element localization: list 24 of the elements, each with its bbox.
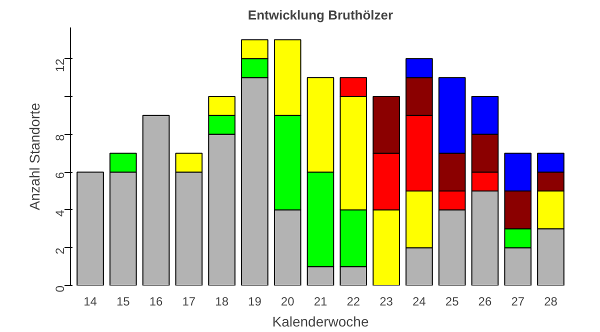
x-tick-label: 17 (182, 294, 196, 308)
y-tick-label: 8 (53, 134, 67, 141)
x-tick-label: 24 (412, 294, 426, 308)
x-tick-label: 23 (380, 294, 394, 308)
y-tick-label: 0 (53, 285, 67, 292)
chart-title: Entwicklung Bruthölzer (248, 8, 394, 22)
y-axis-title: Anzahl Standorte (26, 102, 42, 210)
y-tick-label: 6 (53, 172, 67, 179)
x-tick-label: 22 (346, 294, 360, 308)
x-tick-label: 16 (149, 294, 164, 308)
x-tick-label: 27 (511, 294, 525, 308)
x-tick-label: 14 (84, 294, 98, 308)
x-tick-label: 28 (544, 294, 558, 308)
x-tick-label: 21 (314, 294, 328, 308)
y-tick-label: 12 (53, 58, 67, 72)
x-axis-title: Kalenderwoche (272, 314, 369, 330)
x-tick-label: 20 (280, 294, 295, 308)
x-tick-label: 26 (478, 294, 492, 308)
x-tick-label: 25 (445, 294, 460, 308)
x-tick-label: 18 (215, 294, 229, 308)
x-tick-label: 19 (248, 294, 262, 308)
y-tick-label: 4 (53, 210, 67, 217)
x-tick-label: 15 (116, 294, 130, 308)
y-tick-label: 2 (53, 247, 67, 254)
